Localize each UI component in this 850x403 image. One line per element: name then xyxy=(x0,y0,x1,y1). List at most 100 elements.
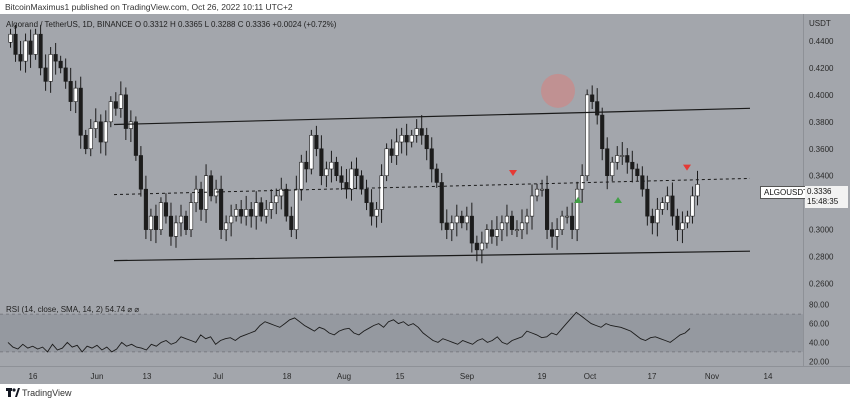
candle-body xyxy=(18,54,23,62)
candle-body xyxy=(394,141,399,156)
candle-body xyxy=(63,67,68,82)
candle-body xyxy=(188,202,194,230)
candle-body xyxy=(58,60,63,69)
candle-body xyxy=(244,209,249,217)
candle-body xyxy=(284,188,289,217)
candle-body xyxy=(224,222,229,230)
candle-body xyxy=(344,182,349,190)
candle-body xyxy=(374,209,379,217)
candle-body xyxy=(449,222,454,230)
candle-body xyxy=(524,215,530,224)
time-tick-label: Nov xyxy=(705,372,719,381)
candle-body xyxy=(128,121,133,129)
candle-body xyxy=(83,134,88,150)
candle-body xyxy=(249,209,254,217)
candle-body xyxy=(359,175,364,190)
candle-body xyxy=(650,215,655,224)
candle-body xyxy=(73,87,78,102)
time-tick-label: Oct xyxy=(584,372,597,381)
attribution-bar: BitcoinMaximus1 published on TradingView… xyxy=(0,0,850,14)
candle-body xyxy=(309,134,314,170)
candle-body xyxy=(504,215,509,224)
candle-body xyxy=(78,87,83,136)
candle-body xyxy=(444,222,449,230)
candle-body xyxy=(454,215,459,224)
candle-body xyxy=(645,188,650,217)
candle-body xyxy=(429,148,434,170)
candle-body xyxy=(163,202,169,217)
candle-body xyxy=(545,188,550,230)
time-tick-label: Jul xyxy=(213,372,223,381)
candle-body xyxy=(259,202,264,217)
candle-body xyxy=(484,229,489,244)
candle-body xyxy=(514,229,520,231)
candle-body xyxy=(539,188,545,191)
candle-body xyxy=(494,229,499,237)
rsi-tick-label: 80.00 xyxy=(809,301,830,310)
channel-lower-line xyxy=(113,250,751,262)
candle-body xyxy=(38,33,43,69)
candle-body xyxy=(625,155,630,163)
time-tick-label: 17 xyxy=(648,372,657,381)
candle-body xyxy=(148,215,153,230)
candle-body xyxy=(214,188,219,197)
candle-body xyxy=(675,215,680,230)
candle-body xyxy=(489,229,494,237)
candle-body xyxy=(178,215,184,224)
chart-legend: Algorand / TetherUS, 1D, BINANCE O 0.331… xyxy=(6,20,336,29)
candle-body xyxy=(133,121,138,156)
candle-body xyxy=(529,195,535,217)
candle-body xyxy=(264,209,269,217)
price-tick-label: 0.3000 xyxy=(809,226,834,235)
candle-body xyxy=(334,161,339,177)
candle-body xyxy=(143,188,148,230)
candle-body xyxy=(319,148,324,177)
candle-body xyxy=(294,188,299,230)
ohlc-values: O 0.3312 H 0.3365 L 0.3288 C 0.3336 +0.0… xyxy=(134,20,337,29)
candle-body xyxy=(509,215,515,230)
candle-body xyxy=(168,215,174,237)
candle-body xyxy=(53,54,58,62)
time-tick-label: 13 xyxy=(143,372,152,381)
candle-body xyxy=(499,222,504,230)
candle-body xyxy=(615,155,620,163)
candle-body xyxy=(254,202,259,217)
candle-body xyxy=(595,101,600,116)
price-tick-label: 0.3400 xyxy=(809,172,834,181)
candle-body xyxy=(379,175,384,210)
candle-body xyxy=(630,161,635,170)
candle-body xyxy=(610,161,615,177)
time-tick-label: 19 xyxy=(538,372,547,381)
candle-body xyxy=(98,121,103,143)
candle-body xyxy=(695,184,700,197)
candle-body xyxy=(354,168,359,177)
tradingview-logo-icon xyxy=(6,388,20,397)
time-tick-label: Aug xyxy=(337,372,351,381)
red-down-marker xyxy=(509,170,517,177)
candle-body xyxy=(239,209,244,217)
candle-body xyxy=(33,33,38,55)
price-tick-label: 0.4400 xyxy=(809,37,834,46)
candle-body xyxy=(138,155,143,190)
candle-body xyxy=(153,215,158,230)
candle-body xyxy=(324,168,329,177)
attribution-text: BitcoinMaximus1 published on TradingView… xyxy=(5,2,293,12)
time-axis[interactable] xyxy=(0,366,850,385)
price-tick-label: 0.4200 xyxy=(809,64,834,73)
candle-body xyxy=(269,202,274,210)
candle-body xyxy=(329,161,334,170)
candle-body xyxy=(113,101,118,109)
candle-body xyxy=(384,148,389,177)
candle-body xyxy=(88,128,93,150)
candle-body xyxy=(13,33,18,55)
candle-body xyxy=(474,242,479,251)
candle-body xyxy=(229,215,234,224)
candle-body xyxy=(555,229,560,237)
candle-body xyxy=(434,168,439,183)
last-price: 0.3336 xyxy=(807,187,832,196)
candle-body xyxy=(28,40,33,55)
candle-body xyxy=(199,188,204,210)
candle-body xyxy=(193,188,199,203)
candle-body xyxy=(565,215,570,218)
